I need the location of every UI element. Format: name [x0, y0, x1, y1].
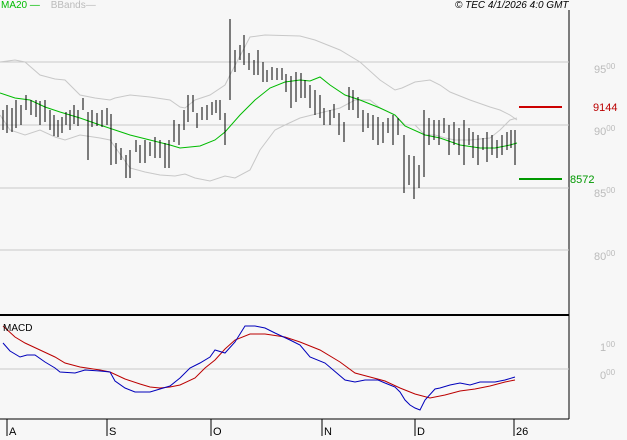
x-axis-ticks [6, 419, 515, 436]
support-label: 8572 [570, 174, 595, 186]
macd-signal-line [2, 325, 516, 399]
y-label-8000: 8000 [594, 249, 615, 263]
y-label-int: 1 [600, 342, 607, 354]
x-label-nov: N [324, 426, 332, 438]
bbands-swatch-icon: — [85, 0, 96, 11]
y-label-dec: 00 [606, 186, 616, 195]
ohlc-bars [2, 19, 516, 199]
ma20-swatch-icon: — [27, 0, 40, 11]
y-label-dec: 00 [606, 62, 616, 71]
resistance-label: 9144 [593, 102, 618, 114]
x-label-sep: S [109, 426, 117, 438]
macd-line [2, 325, 516, 411]
y-label-9000: 9000 [594, 124, 615, 138]
chart-legend: MA20 — BBands— [1, 0, 96, 12]
bband-lower [0, 99, 518, 182]
y-label-int: 0 [600, 370, 607, 382]
y-label-8500: 8500 [594, 186, 615, 200]
ma20-line [0, 76, 518, 149]
macd-y-label-0: 000 [600, 368, 615, 382]
y-label-dec: 00 [606, 249, 616, 258]
legend-ma20: MA20 [1, 0, 28, 11]
x-label-dec: D [417, 426, 425, 438]
legend-bbands: BBands [50, 0, 86, 11]
copyright-timestamp: © TEC 4/1/2026 4:0 GMT [455, 0, 569, 11]
y-label-int: 95 [594, 64, 607, 76]
y-label-9500: 9500 [594, 62, 615, 76]
x-label-oct: O [213, 426, 222, 438]
y-label-dec: 00 [606, 368, 616, 377]
x-label-2026: 26 [516, 426, 529, 438]
y-label-dec: 00 [606, 340, 616, 349]
x-label-aug: A [9, 426, 17, 438]
y-label-int: 85 [594, 188, 607, 200]
y-label-int: 90 [594, 126, 607, 138]
price-gridlines [0, 61, 569, 251]
y-label-int: 80 [594, 251, 607, 263]
macd-title: MACD [3, 323, 33, 334]
macd-y-label-1: 100 [600, 340, 615, 354]
bband-upper [0, 34, 518, 121]
y-label-dec: 00 [606, 124, 616, 133]
